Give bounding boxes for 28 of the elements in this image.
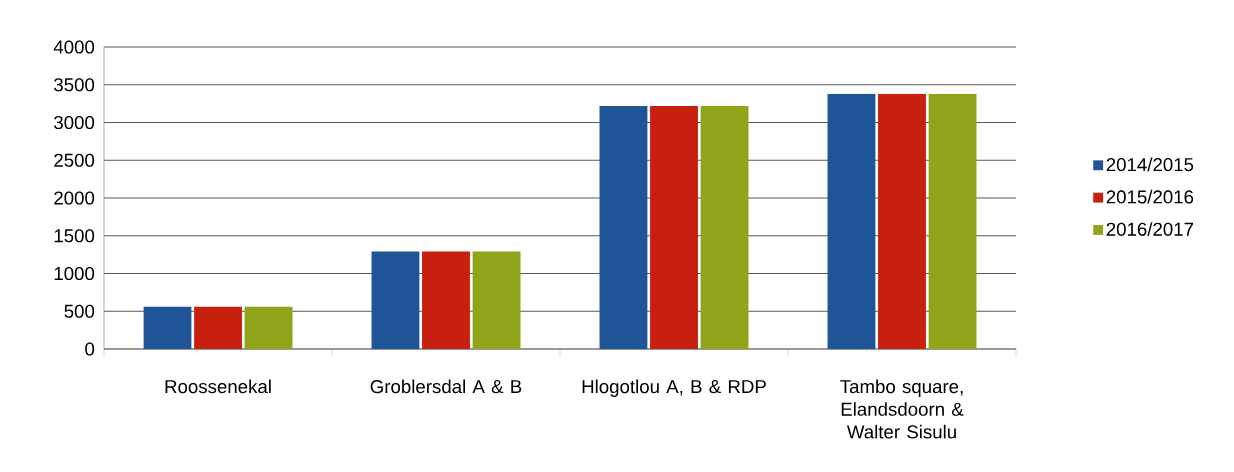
- x-tick-label: Hlogotlou A, B & RDP: [582, 379, 766, 397]
- bar: [700, 105, 749, 349]
- y-tick-label: 4000: [53, 40, 95, 54]
- y-tick-label: 2500: [54, 153, 95, 167]
- bar: [827, 93, 876, 349]
- bar: [422, 251, 470, 349]
- bar: [472, 251, 521, 349]
- x-tick-label: Roossenekal: [165, 379, 271, 394]
- y-tick-label: 3000: [54, 115, 95, 130]
- bar: [194, 306, 242, 349]
- y-tick-label: 2000: [54, 191, 95, 205]
- y-tick-label: 3500: [54, 78, 95, 92]
- legend-label: 2014/2015: [1106, 157, 1194, 172]
- x-tick-label: Groblersdal A & B: [370, 379, 522, 394]
- bar: [650, 105, 698, 349]
- bar: [928, 93, 977, 349]
- bar: [143, 306, 192, 349]
- bar: [599, 105, 648, 349]
- bar: [371, 251, 420, 349]
- y-tick-label: 500: [64, 304, 95, 318]
- legend-label: 2015/2016: [1106, 189, 1194, 204]
- bar: [244, 306, 293, 349]
- y-tick-label: 1500: [54, 229, 95, 243]
- y-tick-label: 0: [85, 342, 95, 356]
- x-tick-label: Tambo square, Elandsdoorn & Walter Sisulu: [840, 379, 964, 439]
- legend-label: 2016/2017: [1106, 222, 1194, 236]
- y-tick-label: 1000: [54, 266, 95, 281]
- bar: [878, 93, 926, 349]
